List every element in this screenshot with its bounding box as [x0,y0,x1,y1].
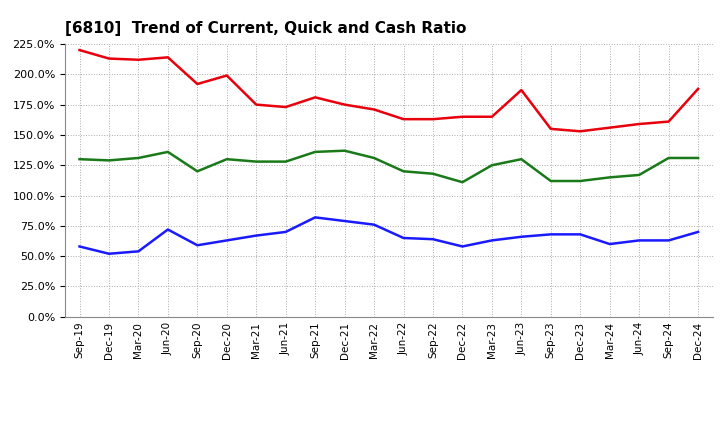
Quick Ratio [163,149,172,154]
Current Ratio [75,48,84,53]
Current Ratio [428,117,437,122]
Quick Ratio [665,155,673,161]
Quick Ratio [370,155,379,161]
Current Ratio [163,55,172,60]
Cash Ratio [341,218,349,224]
Current Ratio [104,56,113,61]
Current Ratio [606,125,614,130]
Current Ratio [134,57,143,62]
Current Ratio [665,119,673,124]
Line: Quick Ratio: Quick Ratio [79,150,698,182]
Cash Ratio [252,233,261,238]
Line: Cash Ratio: Cash Ratio [79,217,698,254]
Cash Ratio [104,251,113,257]
Quick Ratio [694,155,703,161]
Quick Ratio [193,169,202,174]
Current Ratio [458,114,467,119]
Cash Ratio [75,244,84,249]
Quick Ratio [311,149,320,154]
Quick Ratio [341,148,349,153]
Quick Ratio [75,157,84,162]
Cash Ratio [576,232,585,237]
Cash Ratio [428,237,437,242]
Current Ratio [635,121,644,127]
Cash Ratio [694,229,703,235]
Current Ratio [341,102,349,107]
Cash Ratio [311,215,320,220]
Cash Ratio [399,235,408,241]
Current Ratio [576,128,585,134]
Cash Ratio [606,242,614,247]
Cash Ratio [517,234,526,239]
Quick Ratio [282,159,290,164]
Current Ratio [252,102,261,107]
Cash Ratio [370,222,379,227]
Quick Ratio [635,172,644,178]
Quick Ratio [104,158,113,163]
Quick Ratio [428,171,437,176]
Quick Ratio [222,157,231,162]
Quick Ratio [487,163,496,168]
Quick Ratio [576,178,585,183]
Quick Ratio [399,169,408,174]
Current Ratio [193,81,202,87]
Cash Ratio [635,238,644,243]
Quick Ratio [517,157,526,162]
Current Ratio [370,107,379,112]
Cash Ratio [665,238,673,243]
Cash Ratio [282,229,290,235]
Current Ratio [222,73,231,78]
Quick Ratio [134,155,143,161]
Quick Ratio [458,180,467,185]
Current Ratio [399,117,408,122]
Cash Ratio [163,227,172,232]
Cash Ratio [134,249,143,254]
Cash Ratio [193,242,202,248]
Quick Ratio [252,159,261,164]
Cash Ratio [222,238,231,243]
Current Ratio [694,86,703,92]
Current Ratio [546,126,555,132]
Cash Ratio [458,244,467,249]
Current Ratio [311,95,320,100]
Quick Ratio [546,178,555,183]
Cash Ratio [487,238,496,243]
Current Ratio [487,114,496,119]
Quick Ratio [606,175,614,180]
Text: [6810]  Trend of Current, Quick and Cash Ratio: [6810] Trend of Current, Quick and Cash … [65,21,466,36]
Current Ratio [517,88,526,93]
Cash Ratio [546,232,555,237]
Line: Current Ratio: Current Ratio [79,50,698,131]
Current Ratio [282,104,290,110]
